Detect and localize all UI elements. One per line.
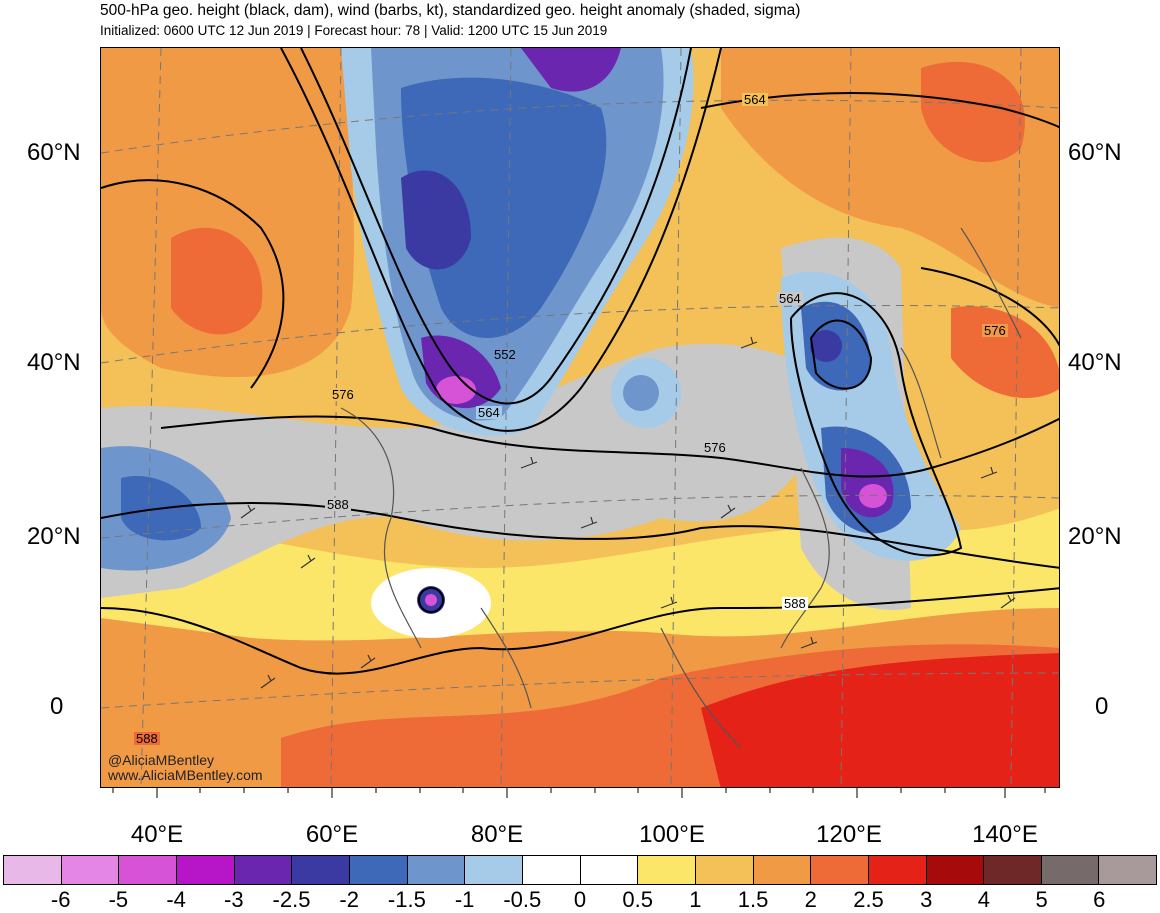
- colorbar-label: -3: [224, 887, 244, 912]
- contour-label: 564: [476, 405, 502, 420]
- contour-label: 576: [330, 387, 356, 402]
- credit-handle: @AliciaMBentley: [108, 752, 215, 768]
- colorbar-label: -5: [108, 887, 129, 912]
- colorbar-swatch: [868, 856, 927, 884]
- contour-label: 588: [325, 497, 351, 512]
- contour-label: 588: [782, 596, 808, 611]
- height-contours: [101, 48, 1059, 675]
- colorbar-label: -2.5: [272, 887, 311, 912]
- colorbar-swatch: [61, 856, 120, 884]
- graticule: [101, 48, 1059, 787]
- contour-label: 588: [134, 731, 160, 746]
- colorbar-label: 1.5: [737, 887, 769, 912]
- colorbar-label: 0: [573, 887, 587, 912]
- lat-label-left: 60°N: [27, 139, 81, 166]
- lon-label: 120°E: [816, 821, 882, 848]
- trough-dark-core-north: [401, 170, 471, 270]
- europe-warm-anomaly: [101, 48, 361, 378]
- credit-block: @AliciaMBentley www.AliciaMBentley.com: [108, 753, 263, 783]
- colorbar-label: -2: [339, 887, 359, 912]
- lat-label-right: 40°N: [1068, 349, 1122, 376]
- manchuria-low-core: [810, 330, 842, 362]
- japan-warm-core: [951, 306, 1059, 398]
- tibet-anomaly-core: [623, 375, 659, 411]
- colorbar-swatch: [176, 856, 235, 884]
- lon-label: 40°E: [130, 821, 184, 848]
- lat-label-right: 20°N: [1068, 523, 1122, 550]
- colorbar-swatch: [407, 856, 466, 884]
- colorbar-swatch: [811, 856, 869, 884]
- contour-label: 564: [742, 92, 768, 107]
- lon-label: 60°E: [305, 821, 359, 848]
- colorbar-swatch: [753, 856, 812, 884]
- trough-north-core: [521, 48, 621, 92]
- colorbar-swatch: [695, 856, 754, 884]
- lat-label-right: 0: [1095, 693, 1109, 720]
- colorbar-swatch: [984, 856, 1042, 884]
- east-china-extreme: [859, 484, 887, 508]
- colorbar-label: -0.5: [503, 887, 542, 912]
- colorbar-label: 6: [1093, 887, 1106, 912]
- lat-label-right: 60°N: [1068, 139, 1122, 166]
- lat-label-left: 0: [50, 693, 64, 720]
- colorbar-label: 0.5: [622, 887, 653, 912]
- map-subtitle: Initialized: 0600 UTC 12 Jun 2019 | Fore…: [100, 23, 608, 38]
- trough-blue: [401, 77, 607, 338]
- lat-label-left: 20°N: [27, 523, 81, 550]
- colorbar-label: -4: [166, 887, 186, 912]
- contour-label: 564: [777, 291, 803, 306]
- cyclone-core: [425, 594, 437, 606]
- europe-warm-core: [171, 227, 263, 335]
- colorbar-label: 1: [689, 887, 702, 912]
- colorbar-swatch: [1099, 856, 1157, 884]
- colorbar-swatch: [234, 856, 293, 884]
- lon-label: 80°E: [470, 821, 524, 848]
- colorbar-swatch: [638, 856, 696, 884]
- colorbar-swatch: [522, 856, 581, 884]
- map-field-svg: [101, 48, 1059, 787]
- contour-label: 552: [492, 347, 518, 362]
- anomaly-map: 564 552 564 576 576 564 576 588 588 588: [100, 47, 1060, 788]
- tropical-hot-core: [701, 653, 1059, 787]
- coastlines: [340, 227, 1022, 749]
- lon-label: 140°E: [972, 821, 1038, 848]
- colorbar-swatch: [4, 856, 62, 884]
- map-title: 500-hPa geo. height (black, dam), wind (…: [100, 2, 801, 19]
- colorbar-label: 3: [920, 887, 933, 912]
- colorbar-swatch: [465, 856, 523, 884]
- colorbar-swatch: [349, 856, 408, 884]
- lon-ticks: [112, 788, 1046, 798]
- colorbar-label: 2.5: [853, 887, 884, 912]
- colorbar-swatch: [580, 856, 639, 884]
- colorbar-label: -6: [50, 887, 71, 912]
- colorbar-label: 5: [1035, 887, 1048, 912]
- siberia-warm-core: [921, 61, 1025, 163]
- colorbar-swatch: [926, 856, 985, 884]
- credit-site: www.AliciaMBentley.com: [108, 767, 263, 783]
- wind-barbs: [240, 336, 1016, 689]
- anomaly-colorbar: [3, 855, 1157, 885]
- colorbar-label: -1: [454, 887, 475, 912]
- contour-label: 576: [702, 440, 728, 455]
- colorbar-swatch: [292, 856, 350, 884]
- colorbar-swatch: [119, 856, 177, 884]
- trough-extreme-core: [436, 376, 476, 404]
- lat-label-left: 40°N: [27, 349, 81, 376]
- colorbar-label: 2: [804, 887, 817, 912]
- contour-label: 576: [982, 323, 1008, 338]
- colorbar-label: 4: [977, 887, 991, 912]
- colorbar-swatch: [1041, 856, 1100, 884]
- colorbar-label: -1.5: [387, 887, 426, 912]
- lon-label: 100°E: [639, 821, 705, 848]
